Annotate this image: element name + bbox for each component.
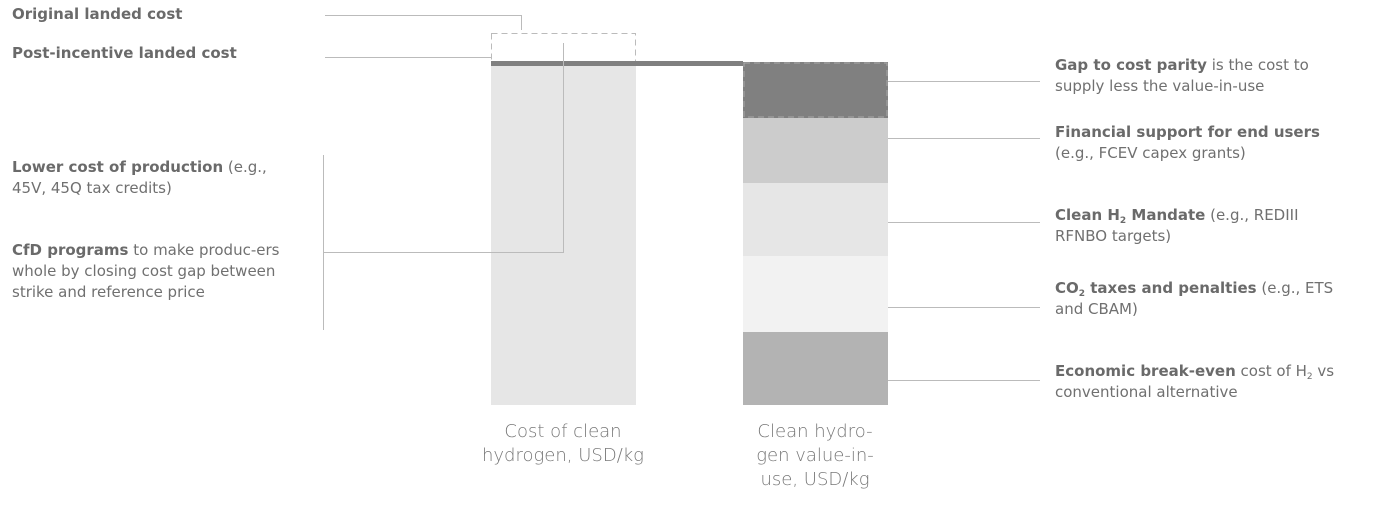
label-bold: Gap to cost parity xyxy=(1055,56,1207,74)
label-bold: CfD programs xyxy=(12,241,129,259)
label-bold: taxes and penalties xyxy=(1085,279,1257,297)
subscript: 2 xyxy=(1119,216,1127,226)
label-bold: CO2 taxes and penalties xyxy=(1055,279,1257,299)
breakeven-segment xyxy=(743,332,888,405)
subscript: 2 xyxy=(1078,289,1086,299)
left-label: Lower cost of production (e.g., 45V, 45Q… xyxy=(12,157,302,199)
mandate-segment xyxy=(743,183,888,256)
label-bold: Clean H2 Mandate xyxy=(1055,206,1206,226)
right-label: Financial support for end users (e.g., F… xyxy=(1055,122,1355,164)
gap-border xyxy=(743,62,888,118)
right-label: Clean H2 Mandate (e.g., REDIII RFNBO tar… xyxy=(1055,205,1355,247)
label-bold: Economic break-even xyxy=(1055,362,1236,380)
right-label: Gap to cost parity is the cost to supply… xyxy=(1055,55,1355,97)
label-text: (e.g., FCEV capex grants) xyxy=(1055,144,1246,162)
label-text: cost of H xyxy=(1235,362,1307,380)
bar-label: Cost of clean hydrogen, USD/kg xyxy=(482,421,644,466)
label-bold: Financial support for end users xyxy=(1055,123,1320,141)
label-bold: Lower cost of production xyxy=(12,158,224,176)
leader-line xyxy=(325,15,522,30)
bar-label: Clean hydro-gen value-in-use, USD/kg xyxy=(756,421,874,490)
right-label: Economic break-even cost of H2 vs conven… xyxy=(1055,361,1355,403)
left-label: Original landed cost xyxy=(12,4,182,25)
leader-line xyxy=(323,43,564,253)
label-bold: CO xyxy=(1055,279,1079,297)
co2-segment xyxy=(743,256,888,332)
label-text: to make produc-ers whole by closing cost… xyxy=(12,241,280,301)
label-bold: Mandate xyxy=(1126,206,1206,224)
left-label: Post-incentive landed cost xyxy=(12,43,237,64)
label-text: is the cost to supply less the value-in-… xyxy=(1055,56,1309,95)
label-text: (e.g., REDIII RFNBO targets) xyxy=(1055,206,1299,245)
support-segment xyxy=(743,118,888,183)
label-bold: Post-incentive landed cost xyxy=(12,44,237,62)
right-label: CO2 taxes and penalties (e.g., ETS and C… xyxy=(1055,278,1355,320)
label-text: (e.g., 45V, 45Q tax credits) xyxy=(12,158,267,197)
label-bold: Original landed cost xyxy=(12,5,183,23)
label-text: vs conventional alternative xyxy=(1055,362,1335,401)
post-incentive-line xyxy=(491,61,743,66)
gap-segment xyxy=(743,62,888,118)
left-label: CfD programs to make produc-ers whole by… xyxy=(12,240,302,303)
subscript: 2 xyxy=(1306,372,1313,382)
label-text: (e.g., ETS and CBAM) xyxy=(1055,279,1334,318)
label-bold: Clean H xyxy=(1055,206,1120,224)
